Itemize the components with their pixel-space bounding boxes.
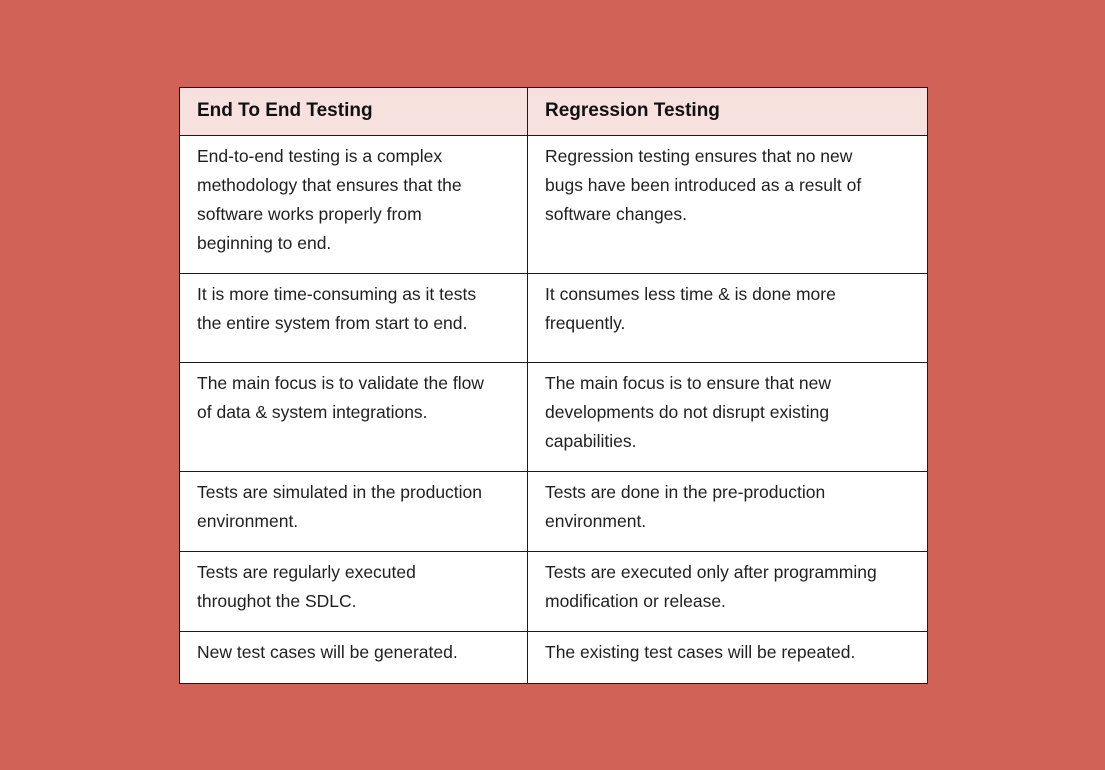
comparison-table: End To End Testing Regression Testing En… xyxy=(179,87,928,684)
cell-end-to-end: Tests are regularly executed throughot t… xyxy=(179,551,528,632)
table-row: It is more time-consuming as it tests th… xyxy=(179,273,928,363)
table-row: End-to-end testing is a complex methodol… xyxy=(179,135,928,274)
header-row: End To End Testing Regression Testing xyxy=(179,87,928,136)
header-end-to-end-testing: End To End Testing xyxy=(179,87,528,136)
cell-regression: It consumes less time & is done more fre… xyxy=(527,273,928,363)
table-row: Tests are regularly executed throughot t… xyxy=(179,551,928,632)
table-row: New test cases will be generated. The ex… xyxy=(179,631,928,684)
table-row: Tests are simulated in the production en… xyxy=(179,471,928,552)
cell-end-to-end: The main focus is to validate the flow o… xyxy=(179,362,528,472)
cell-regression: Regression testing ensures that no new b… xyxy=(527,135,928,274)
cell-regression: The main focus is to ensure that new dev… xyxy=(527,362,928,472)
cell-end-to-end: It is more time-consuming as it tests th… xyxy=(179,273,528,363)
cell-regression: Tests are executed only after programmin… xyxy=(527,551,928,632)
cell-end-to-end: New test cases will be generated. xyxy=(179,631,528,684)
cell-regression: Tests are done in the pre-production env… xyxy=(527,471,928,552)
table-row: The main focus is to validate the flow o… xyxy=(179,362,928,472)
cell-end-to-end: Tests are simulated in the production en… xyxy=(179,471,528,552)
cell-end-to-end: End-to-end testing is a complex methodol… xyxy=(179,135,528,274)
cell-regression: The existing test cases will be repeated… xyxy=(527,631,928,684)
header-regression-testing: Regression Testing xyxy=(527,87,928,136)
